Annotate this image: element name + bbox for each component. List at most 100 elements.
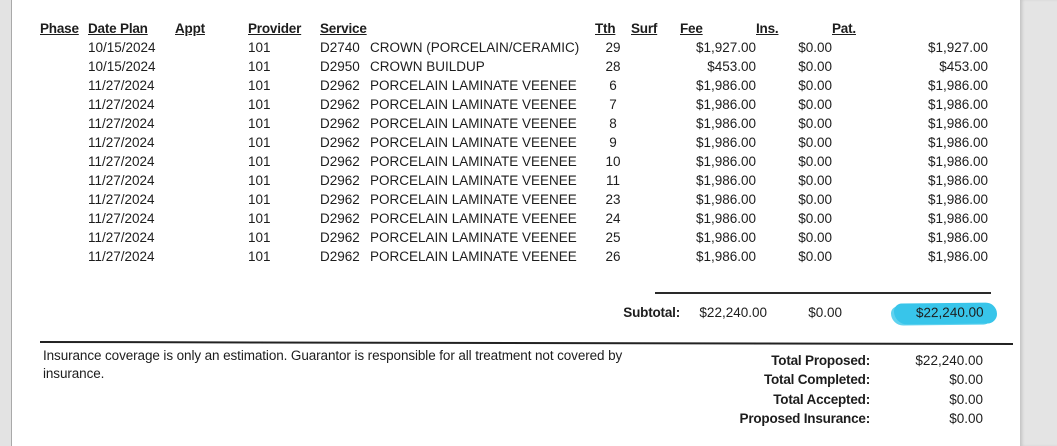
cell-insurance: $0.00 — [798, 116, 832, 131]
column-header-date-plan: Date Plan — [88, 21, 148, 36]
cell-fee: $1,986.00 — [695, 135, 756, 150]
cell-surface — [631, 76, 680, 95]
table-row: 10/15/2024 101 D2950 CROWN BUILDUP 28 $4… — [40, 57, 988, 76]
cell-fee: $1,986.00 — [695, 230, 756, 245]
cell-provider: 101 — [248, 97, 271, 112]
cell-patient-amount: $1,986.00 — [927, 173, 988, 188]
subtotal-patient-value: $22,240.00 — [823, 302, 998, 325]
total-value: $22,240.00 — [915, 353, 983, 368]
cell-date-plan: 11/27/2024 — [88, 211, 155, 226]
table-row: 11/27/2024 101 D2962 PORCELAIN LAMINATE … — [40, 228, 988, 247]
cell-phase — [40, 247, 88, 266]
cell-tooth-number: 28 — [605, 59, 621, 74]
subtotal-divider-line — [655, 292, 991, 294]
column-header-service: Service — [320, 21, 367, 36]
cell-date-plan: 10/15/2024 — [88, 40, 156, 55]
cell-insurance: $0.00 — [798, 154, 832, 169]
total-value: $0.00 — [949, 410, 983, 426]
cell-patient-amount: $1,986.00 — [927, 230, 988, 245]
column-header-fee: Fee — [680, 21, 703, 36]
cell-phase — [40, 171, 88, 190]
table-row: 11/27/2024 101 D2962 PORCELAIN LAMINATE … — [40, 133, 988, 152]
cell-provider: 101 — [248, 211, 271, 226]
total-row: Total Completed: $0.00 — [553, 370, 983, 389]
page-right-margin — [1020, 0, 1057, 446]
cell-service-code: D2962 — [320, 211, 360, 226]
table-row: 11/27/2024 101 D2962 PORCELAIN LAMINATE … — [40, 95, 988, 114]
subtotal-insurance-value: $0.00 — [808, 305, 842, 320]
cell-date-plan: 11/27/2024 — [88, 249, 155, 264]
cell-tooth-number: 11 — [605, 173, 620, 188]
insurance-disclaimer-text: Insurance coverage is only an estimation… — [43, 348, 623, 381]
cell-service-description: PORCELAIN LAMINATE VEENEE — [370, 154, 577, 169]
cell-service-code: D2962 — [320, 116, 360, 131]
cell-service-code: D2962 — [320, 173, 360, 188]
cell-date-plan: 11/27/2024 — [88, 154, 155, 169]
cell-fee: $453.00 — [707, 59, 756, 74]
table-row: 11/27/2024 101 D2962 PORCELAIN LAMINATE … — [40, 152, 988, 171]
cell-phase — [40, 133, 88, 152]
cell-tooth-number: 29 — [605, 40, 621, 55]
cell-service-description: PORCELAIN LAMINATE VEENEE — [370, 249, 577, 264]
table-row: 10/15/2024 101 D2740 CROWN (PORCELAIN/CE… — [40, 38, 988, 57]
cell-appt — [175, 57, 248, 76]
cell-service-code: D2962 — [320, 97, 360, 112]
cell-surface — [631, 209, 680, 228]
cell-provider: 101 — [248, 59, 271, 74]
table-row: 11/27/2024 101 D2962 PORCELAIN LAMINATE … — [40, 171, 988, 190]
cell-provider: 101 — [248, 116, 271, 131]
total-label: Total Accepted: — [773, 391, 870, 407]
cell-phase — [40, 152, 88, 171]
cell-phase — [40, 209, 88, 228]
cell-appt — [175, 38, 248, 57]
cell-fee: $1,986.00 — [695, 192, 756, 207]
cell-insurance: $0.00 — [798, 59, 832, 74]
cell-fee: $1,986.00 — [695, 97, 756, 112]
cell-surface — [631, 152, 680, 171]
cell-patient-amount: $1,927.00 — [927, 40, 988, 55]
column-header-patient: Pat. — [832, 21, 856, 36]
cell-fee: $1,986.00 — [695, 78, 756, 93]
total-label: Proposed Insurance: — [739, 410, 871, 426]
cell-service-code: D2740 — [320, 40, 360, 55]
cell-tooth-number: 26 — [605, 249, 621, 264]
cell-tooth-number: 8 — [609, 116, 617, 131]
cell-patient-amount: $1,986.00 — [927, 78, 988, 93]
total-row: Proposed Insurance: $0.00 — [553, 409, 983, 428]
cell-service-description: PORCELAIN LAMINATE VEENEE — [370, 211, 577, 226]
cell-service-description: PORCELAIN LAMINATE VEENEE — [370, 192, 577, 207]
cell-appt — [175, 95, 248, 114]
cell-insurance: $0.00 — [798, 78, 832, 93]
cell-tooth-number: 24 — [605, 211, 621, 226]
cell-insurance: $0.00 — [798, 173, 832, 188]
total-row: Total Accepted: $0.00 — [553, 390, 983, 409]
cell-date-plan: 11/27/2024 — [88, 192, 155, 207]
cell-tooth-number: 23 — [605, 192, 621, 207]
cell-fee: $1,986.00 — [695, 116, 756, 131]
cell-surface — [631, 171, 680, 190]
cell-service-code: D2962 — [320, 249, 360, 264]
cell-surface — [631, 190, 680, 209]
cell-phase — [40, 38, 88, 57]
cell-service-code: D2962 — [320, 154, 360, 169]
cell-surface — [631, 95, 680, 114]
cell-appt — [175, 247, 248, 266]
column-header-tooth: Tth — [595, 21, 616, 36]
cell-service-code: D2950 — [320, 59, 360, 74]
total-value: $0.00 — [949, 391, 983, 407]
cell-provider: 101 — [248, 249, 271, 264]
cell-surface — [631, 114, 680, 133]
totals-summary: Total Proposed: $22,240.00 Total Complet… — [553, 351, 983, 428]
cell-appt — [175, 133, 248, 152]
cell-surface — [631, 133, 680, 152]
cell-patient-amount: $1,986.00 — [927, 192, 988, 207]
cell-provider: 101 — [248, 40, 271, 55]
highlighter-mark: $22,240.00 — [894, 302, 998, 325]
cell-service-description: PORCELAIN LAMINATE VEENEE — [370, 97, 577, 112]
footer-divider-line — [39, 341, 1013, 346]
cell-tooth-number: 7 — [609, 97, 617, 112]
treatment-plan-table: Phase Date Plan Appt Provider Service Tt… — [40, 19, 988, 266]
table-header-row: Phase Date Plan Appt Provider Service Tt… — [40, 19, 988, 38]
cell-phase — [40, 57, 88, 76]
subtotal-row: Subtotal: $22,240.00 $0.00 $22,240.00 — [13, 302, 1020, 331]
